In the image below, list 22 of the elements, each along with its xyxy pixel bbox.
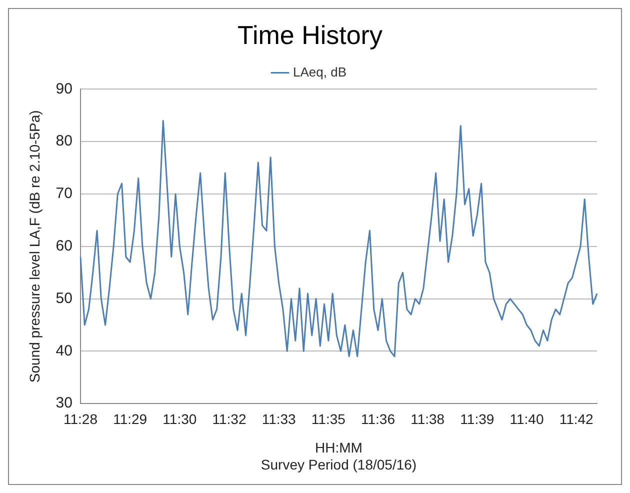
x-tick-label: 11:30 <box>162 410 197 427</box>
y-tick-label: 30 <box>56 394 72 412</box>
y-tick-label: 80 <box>56 132 72 150</box>
x-tick-label: 11:28 <box>63 410 98 427</box>
x-axis-title: HH:MM Survey Period (18/05/16) <box>260 440 417 472</box>
x-tick-label: 11:40 <box>510 410 544 427</box>
x-tick-label: 11:38 <box>410 410 445 427</box>
y-tick-label: 50 <box>56 290 72 307</box>
x-tick-label: 11:39 <box>460 410 494 427</box>
x-tick-label: 11:33 <box>262 410 296 427</box>
x-tick-label: 11:36 <box>360 410 396 427</box>
legend-label: LAeq, dB <box>293 64 347 80</box>
x-tick-label: 11:29 <box>113 410 148 427</box>
y-axis-title: Sound pressure level LA,F (dB re 2.10-5Pa) <box>26 110 42 383</box>
y-tick-label: 90 <box>56 80 72 98</box>
y-tick-label: 60 <box>56 238 72 255</box>
chart-title: Time History <box>238 20 382 50</box>
y-tick-label: 70 <box>56 185 72 202</box>
y-tick-label: 40 <box>56 342 72 360</box>
x-tick-label: 11:32 <box>212 410 246 427</box>
x-tick-label: 11:42 <box>559 410 594 427</box>
x-tick-label: 11:35 <box>311 410 346 427</box>
